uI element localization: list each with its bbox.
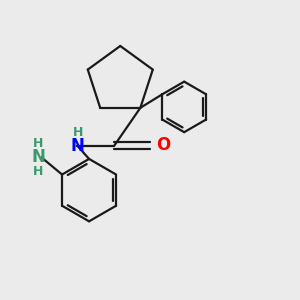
Text: N: N (71, 136, 85, 154)
Text: H: H (73, 126, 83, 139)
Text: H: H (33, 137, 43, 150)
Text: O: O (156, 136, 170, 154)
Text: N: N (31, 148, 45, 166)
Text: H: H (33, 165, 43, 178)
